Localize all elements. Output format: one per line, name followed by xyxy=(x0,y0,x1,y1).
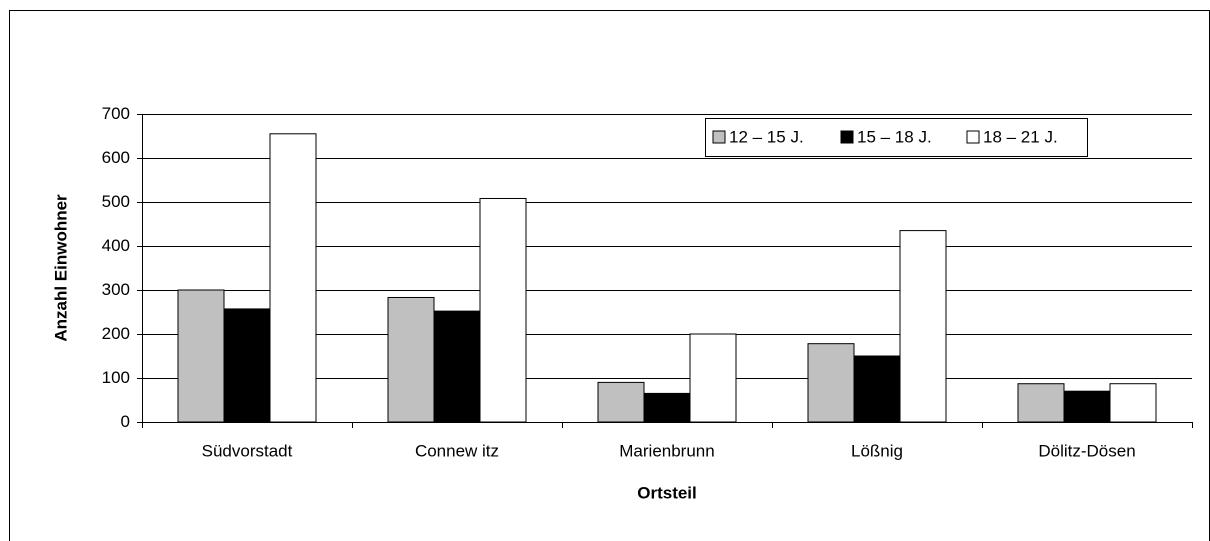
y-axis-title: Anzahl Einwohner xyxy=(51,194,70,342)
bar xyxy=(853,355,901,423)
y-tick-label: 200 xyxy=(102,324,130,343)
bar xyxy=(479,197,527,423)
bar xyxy=(269,133,317,423)
y-tick-label: 600 xyxy=(102,148,130,167)
bar xyxy=(1109,383,1157,423)
x-tick-label: Dölitz-Dösen xyxy=(1038,441,1135,460)
bar xyxy=(1017,383,1065,423)
y-tick-label: 100 xyxy=(102,368,130,387)
y-tick-label: 500 xyxy=(102,192,130,211)
legend-swatch xyxy=(840,130,854,144)
chart-frame xyxy=(9,10,1210,541)
legend-label: 18 – 21 J. xyxy=(983,127,1058,146)
x-tick-label: Marienbrunn xyxy=(619,441,714,460)
bar xyxy=(387,296,435,423)
legend-swatch xyxy=(966,130,980,144)
bar xyxy=(899,230,947,423)
bar xyxy=(689,333,737,423)
legend-label: 12 – 15 J. xyxy=(729,127,804,146)
y-tick-label: 300 xyxy=(102,280,130,299)
y-tick-label: 0 xyxy=(121,412,130,431)
bar xyxy=(433,310,481,423)
legend-box xyxy=(705,118,1088,157)
bar xyxy=(223,308,271,423)
legend-label: 15 – 18 J. xyxy=(857,127,932,146)
y-tick-label: 400 xyxy=(102,236,130,255)
bar xyxy=(807,343,855,423)
bar xyxy=(177,289,225,423)
x-tick-label: Connew itz xyxy=(415,441,499,460)
bar xyxy=(597,381,645,423)
bar xyxy=(1063,390,1111,423)
x-tick-label: Lößnig xyxy=(851,441,903,460)
x-axis-title: Ortsteil xyxy=(637,483,697,502)
x-tick-label: Südvorstadt xyxy=(202,441,293,460)
bar xyxy=(643,392,691,423)
y-tick-label: 700 xyxy=(102,104,130,123)
legend-swatch xyxy=(712,130,726,144)
